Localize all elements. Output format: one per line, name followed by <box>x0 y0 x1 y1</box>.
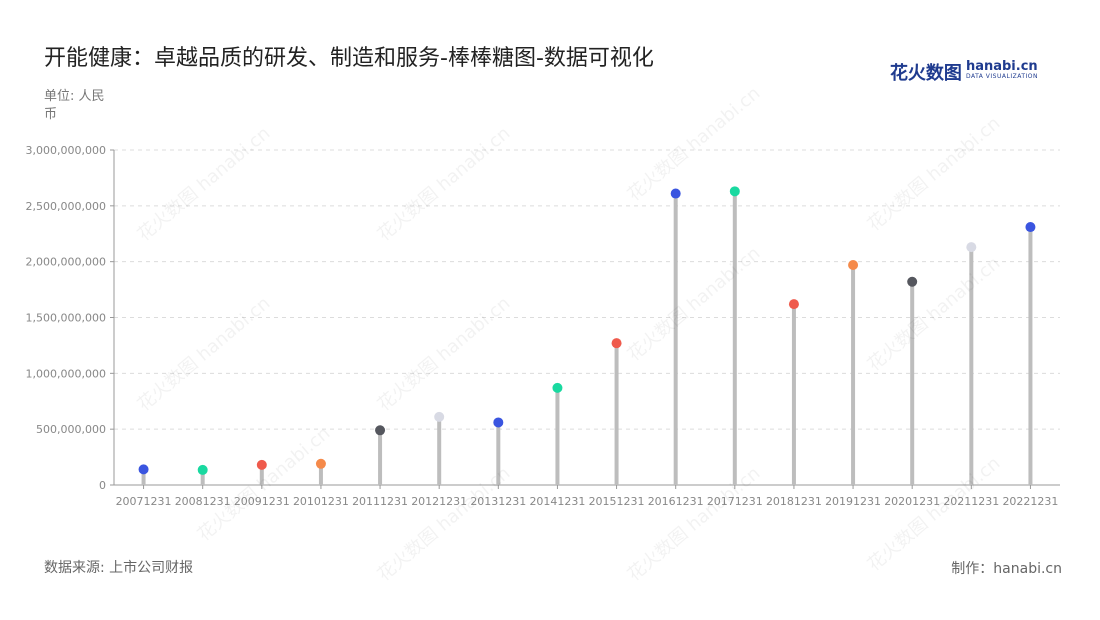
lollipop-dot <box>493 417 504 428</box>
x-tick-label: 20191231 <box>825 495 881 508</box>
lollipop-dot <box>611 338 622 349</box>
x-tick-label: 20121231 <box>411 495 467 508</box>
y-tick-label: 0 <box>99 479 106 492</box>
x-tick-label: 20151231 <box>589 495 645 508</box>
x-tick-label: 20221231 <box>1002 495 1058 508</box>
lollipop-dot <box>552 382 563 393</box>
lollipop-dot <box>907 276 918 287</box>
brand-logo: 花火数图 hanabi.cn DATA VISUALIZATION <box>890 58 1038 86</box>
y-tick-label: 500,000,000 <box>36 423 106 436</box>
lollipop-dot <box>1025 222 1036 233</box>
x-tick-label: 20101231 <box>293 495 349 508</box>
lollipop-dot <box>966 242 977 253</box>
y-tick-label: 2,500,000,000 <box>26 200 106 213</box>
logo-en-block: hanabi.cn DATA VISUALIZATION <box>965 59 1038 82</box>
y-tick-label: 2,000,000,000 <box>26 256 106 269</box>
x-tick-label: 20161231 <box>648 495 704 508</box>
lollipop-dot <box>315 458 326 469</box>
x-tick-label: 20091231 <box>234 495 290 508</box>
lollipop-dot <box>670 188 681 199</box>
y-tick-label: 3,000,000,000 <box>26 144 106 157</box>
x-tick-label: 20081231 <box>175 495 231 508</box>
x-tick-label: 20181231 <box>766 495 822 508</box>
logo-cn-text: 花火数图 <box>889 63 962 84</box>
x-tick-label: 20071231 <box>116 495 172 508</box>
lollipop-dot <box>256 459 267 470</box>
x-tick-label: 20201231 <box>884 495 940 508</box>
lollipop-dot <box>434 411 445 422</box>
x-tick-label: 20141231 <box>529 495 585 508</box>
lollipop-dot <box>375 425 386 436</box>
lollipop-dot <box>729 186 740 197</box>
x-tick-label: 20131231 <box>470 495 526 508</box>
y-axis: 0 500,000,000 1,000,000,000 1,500,000,000 2,… <box>26 144 115 492</box>
data-source: 数据来源: 上市公司财报 <box>44 560 194 576</box>
y-tick-label: 1,000,000,000 <box>26 367 106 380</box>
grid-lines <box>114 149 1060 430</box>
credit-label: 制作：hanabi.cn <box>951 561 1062 577</box>
chart-title: 开能健康：卓越品质的研发、制造和服务-棒棒糖图-数据可视化 <box>44 46 654 71</box>
y-tick-label: 1,500,000,000 <box>26 312 106 325</box>
x-tick-label: 20171231 <box>707 495 763 508</box>
x-tick-label: 20211231 <box>943 495 999 508</box>
chart-marks <box>138 186 1036 485</box>
unit-label: 单位: 人民币 <box>44 89 105 122</box>
x-tick-label: 20111231 <box>352 495 408 508</box>
lollipop-dot <box>848 260 859 271</box>
logo-tagline: DATA VISUALIZATION <box>965 73 1038 80</box>
x-axis: 20071231 20081231 20091231 20101231 20111231… <box>114 484 1060 508</box>
logo-en-text: hanabi.cn <box>965 59 1038 74</box>
lollipop-dot <box>138 464 149 475</box>
lollipop-dot <box>788 299 799 310</box>
lollipop-dot <box>197 464 208 475</box>
